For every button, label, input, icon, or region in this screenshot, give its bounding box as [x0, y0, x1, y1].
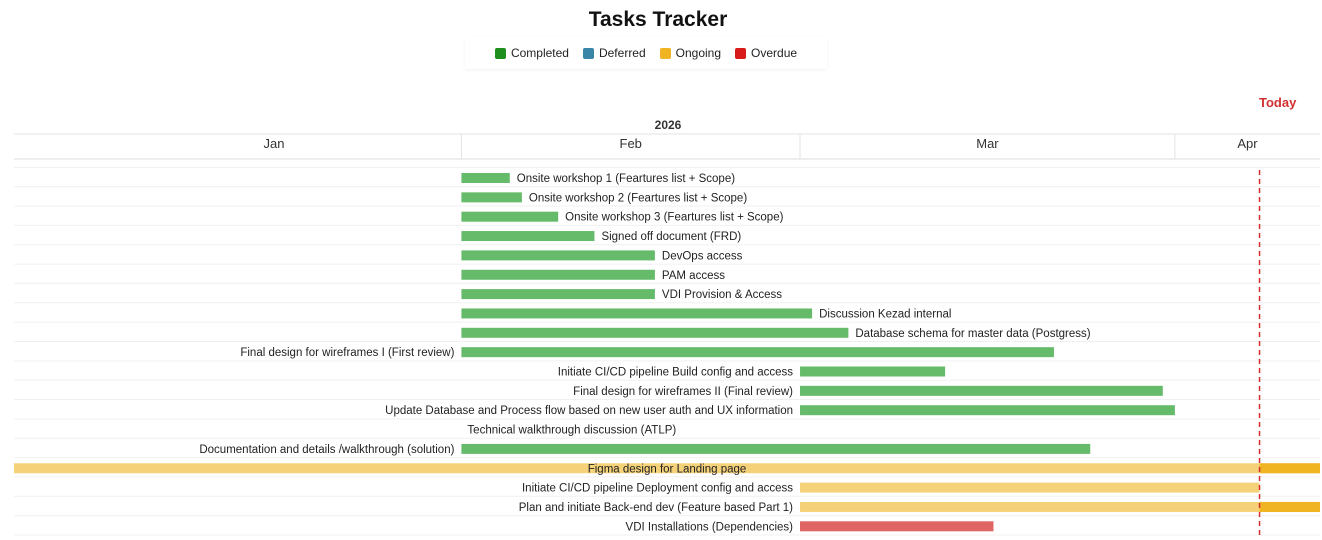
task-label: Discussion Kezad internal [819, 308, 951, 320]
task-bar [461, 347, 1054, 358]
task-bar [461, 289, 655, 300]
task-bar [800, 482, 1260, 493]
task-label: Documentation and details /walkthrough (… [199, 444, 454, 456]
month-label: Apr [1237, 136, 1258, 151]
task-label: DevOps access [662, 250, 743, 262]
task-bar [14, 463, 1320, 474]
task-label: Initiate CI/CD pipeline Build config and… [558, 367, 793, 379]
task-bar [461, 308, 813, 319]
task-bar [461, 173, 510, 183]
legend-item-overdue[interactable]: Overdue [735, 46, 797, 60]
year-label: 2026 [654, 118, 682, 132]
legend-swatch-ongoing [659, 47, 671, 59]
task-label: Final design for wireframes I (First rev… [240, 347, 454, 359]
task-bar [461, 211, 559, 222]
task-bar-remaining [1259, 501, 1320, 512]
legend-swatch-completed [494, 47, 506, 59]
task-bar [800, 385, 1163, 396]
legend-item-ongoing[interactable]: Ongoing [659, 46, 722, 60]
task-label: Signed off document (FRD) [601, 231, 741, 243]
task-label: Onsite workshop 3 (Feartures list + Scop… [565, 212, 783, 224]
task-bar [461, 250, 655, 261]
task-bar [461, 443, 1091, 454]
legend-item-deferred[interactable]: Deferred [582, 46, 646, 60]
task-label: Onsite workshop 2 (Feartures list + Scop… [529, 192, 747, 204]
task-label: PAM access [662, 270, 725, 282]
month-label: Mar [976, 136, 999, 151]
legend-label-ongoing: Ongoing [675, 46, 722, 60]
legend-label-overdue: Overdue [751, 46, 798, 60]
task-label: Initiate CI/CD pipeline Deployment confi… [522, 483, 793, 495]
chart-title: Tasks Tracker [588, 8, 728, 31]
task-label: VDI Installations (Dependencies) [626, 521, 794, 533]
task-bar [800, 405, 1175, 416]
task-label: Final design for wireframes II (Final re… [573, 386, 793, 398]
month-label: Jan [264, 136, 285, 151]
task-bar [461, 327, 849, 338]
task-label: Database schema for master data (Postgre… [855, 328, 1090, 340]
task-bar-remaining [1259, 463, 1320, 474]
task-label: VDI Provision & Access [662, 289, 782, 301]
task-bar [800, 366, 946, 377]
legend-swatch-overdue [735, 47, 747, 59]
task-label: Plan and initiate Back-end dev (Feature … [519, 502, 793, 514]
legend: Completed Deferred Ongoing Overdue [465, 37, 827, 69]
task-bar [800, 521, 994, 532]
legend-item-completed[interactable]: Completed [494, 46, 569, 60]
task-label: Technical walkthrough discussion (ATLP) [467, 425, 676, 437]
task-bar [461, 192, 522, 203]
legend-swatch-deferred [582, 47, 594, 59]
today-label: Today [1259, 95, 1297, 110]
legend-label-deferred: Deferred [598, 46, 646, 60]
task-label: Figma design for Landing page [588, 463, 747, 475]
task-bar [461, 269, 655, 280]
month-label: Feb [620, 136, 642, 151]
task-bar [461, 231, 595, 242]
task-label: Onsite workshop 1 (Feartures list + Scop… [517, 173, 735, 185]
task-label: Update Database and Process flow based o… [385, 405, 793, 417]
legend-label-completed: Completed [510, 46, 569, 60]
task-bar [800, 501, 1320, 512]
